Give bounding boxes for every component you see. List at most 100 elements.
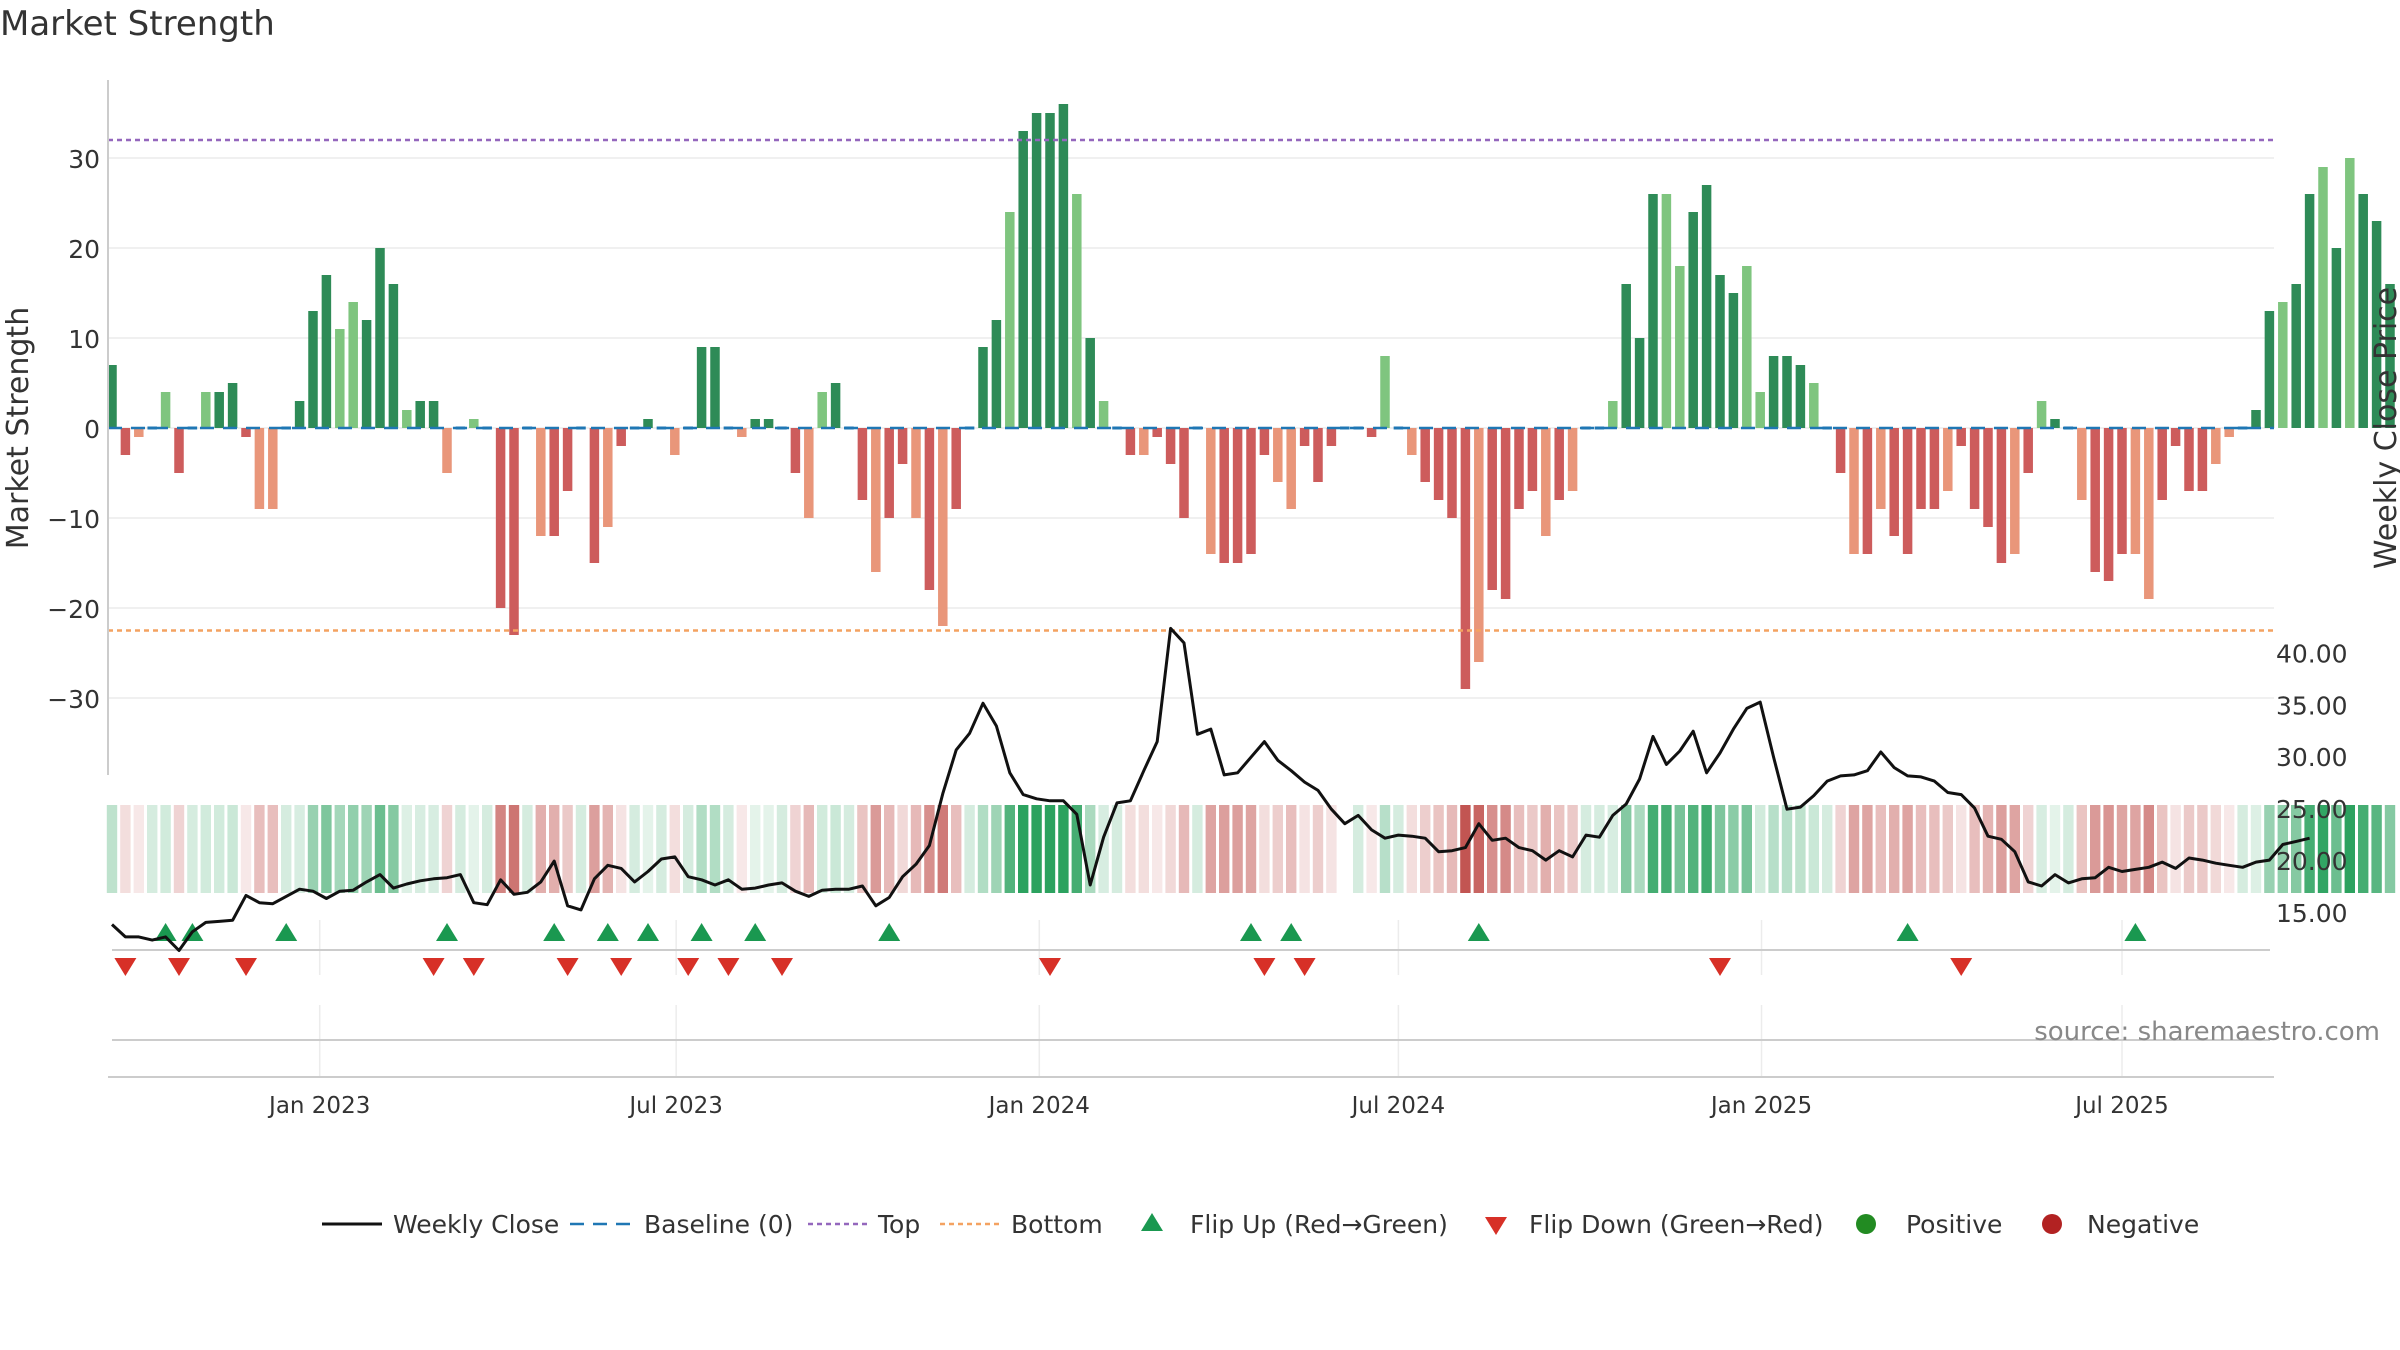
heat-strip-cell: [1219, 805, 1230, 893]
flip-up-marker: [1280, 923, 1303, 941]
strength-bar-negative: [1460, 428, 1471, 689]
x-tick-label: Jul 2023: [627, 1093, 723, 1119]
strength-bar-positive: [160, 392, 171, 428]
heat-strip-cell: [776, 805, 788, 893]
page-title: Market Strength: [0, 4, 275, 44]
heat-strip-cell: [1138, 805, 1149, 893]
heat-strip-cell: [2304, 805, 2315, 893]
strength-bar-positive: [388, 284, 399, 428]
strength-bar-negative: [938, 428, 948, 626]
heat-strip-cell: [1420, 805, 1431, 893]
strength-bar-positive: [1098, 401, 1109, 428]
heat-strip-cell: [736, 805, 747, 893]
strength-bar-negative: [1889, 428, 1899, 536]
strength-bar-negative: [1433, 428, 1444, 500]
heat-strip-cell: [1902, 805, 1913, 893]
strength-bar-negative: [2077, 428, 2087, 500]
heat-strip-cell: [1634, 805, 1645, 893]
strength-bar-positive: [1058, 104, 1069, 428]
heat-strip-cell: [683, 805, 694, 893]
strength-bar-zero: [2237, 426, 2248, 430]
strength-bar-negative: [804, 428, 814, 518]
heat-strip-cell: [1996, 805, 2007, 893]
heat-strip-cell: [977, 805, 989, 893]
strength-bar-negative: [1366, 428, 1377, 437]
heat-strip-cell: [2264, 805, 2275, 893]
flip-down-marker: [1039, 958, 1061, 976]
heat-strip-cell: [1768, 805, 1779, 893]
strength-bar-zero: [723, 426, 734, 430]
heat-strip-cell: [575, 805, 587, 893]
strength-bar-negative: [2144, 428, 2154, 599]
heat-strip-cell: [1286, 805, 1297, 893]
heat-strip-cell: [1647, 805, 1659, 893]
heat-strip-cell: [1567, 805, 1578, 893]
strength-bar-positive: [830, 383, 841, 428]
strength-bar-positive: [428, 401, 439, 428]
strength-bar-positive: [2264, 311, 2275, 428]
y2-axis-label: Weekly Close Price: [2369, 287, 2400, 569]
strength-bar-negative: [2211, 428, 2221, 464]
strength-bar-negative: [1232, 428, 1243, 563]
strength-bar-zero: [1594, 426, 1605, 430]
strength-bar-negative: [254, 428, 265, 509]
strength-bar-positive: [1715, 275, 1725, 428]
strength-bar-positive: [348, 302, 358, 428]
strength-bar-positive: [1809, 383, 1819, 428]
strength-bar-zero: [281, 426, 291, 430]
heat-strip-cell: [254, 805, 265, 893]
strength-bar-negative: [1259, 428, 1270, 455]
strength-bar-negative: [174, 428, 184, 473]
strength-bar-positive: [696, 347, 707, 428]
flip-up-marker: [436, 923, 458, 941]
heat-strip-cell: [1098, 805, 1109, 893]
heat-strip-cell: [361, 805, 372, 893]
x-tick-label: Jan 2025: [1709, 1093, 1812, 1119]
heat-strip-cell: [1192, 805, 1203, 893]
heat-strip-cell: [1178, 805, 1190, 893]
flip-up-marker: [596, 923, 619, 941]
strength-bar-negative: [2224, 428, 2234, 437]
strength-bar-negative: [1407, 428, 1417, 455]
heat-strip-cell: [415, 805, 426, 893]
heat-strip-cell: [1473, 805, 1484, 893]
strength-bar-negative: [1996, 428, 2007, 563]
flip-markers-panel: [108, 923, 2274, 1235]
heat-strip-cell: [1500, 805, 1511, 893]
strength-bar-positive: [1380, 356, 1390, 428]
heat-strip-cell: [1379, 805, 1391, 893]
strength-bar-negative: [1326, 428, 1337, 446]
strength-bar-negative: [1313, 428, 1323, 482]
flip-down-marker: [717, 958, 740, 976]
heat-strip-cell: [2023, 805, 2034, 893]
heat-strip-cell: [307, 805, 319, 893]
y-tick-label: −30: [47, 685, 100, 714]
strength-bar-negative: [1849, 428, 1859, 554]
strength-bar-positive: [2345, 158, 2355, 428]
heat-strip-cell: [1714, 805, 1726, 893]
legend-label: Negative: [2087, 1210, 2199, 1239]
heat-strip-cell: [1728, 805, 1739, 893]
heat-strip-cell: [951, 805, 962, 893]
y2-tick-label: 25.00: [2276, 795, 2348, 824]
heat-strip-cell: [1165, 805, 1176, 893]
strength-bar-positive: [107, 365, 117, 428]
heat-strip-cell: [924, 805, 935, 893]
strength-bar-positive: [1018, 131, 1028, 428]
heat-strip-cell: [964, 805, 975, 893]
heat-strip-cell: [1862, 805, 1873, 893]
strength-bar-positive: [2291, 284, 2301, 428]
heat-strip-cell: [508, 805, 520, 893]
heat-strip-cell: [1205, 805, 1216, 893]
strength-bar-positive: [2318, 167, 2328, 428]
flip-down-marker: [1253, 958, 1276, 976]
heat-strip-cell: [441, 805, 453, 893]
heat-strip-cell: [187, 805, 198, 893]
strength-bar-positive: [978, 347, 988, 428]
heat-strip-cell: [1353, 805, 1364, 893]
heat-strip-cell: [1661, 805, 1672, 893]
legend-label: Weekly Close: [393, 1210, 559, 1239]
axes: Market Strength Weekly Close Price sourc…: [1, 80, 2400, 1119]
flip-down-marker: [422, 958, 445, 976]
flip-up-marker: [1467, 923, 1490, 941]
